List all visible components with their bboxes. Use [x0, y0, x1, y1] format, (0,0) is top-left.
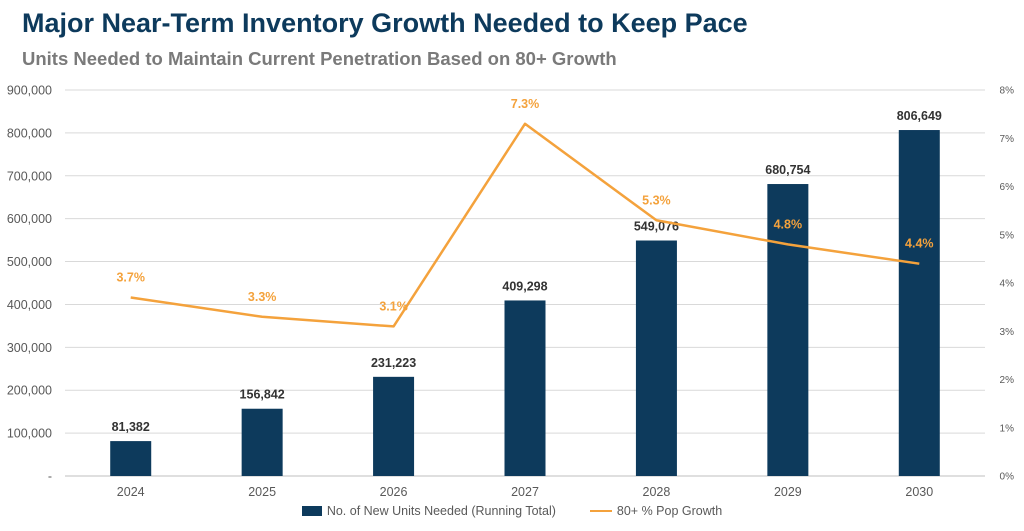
y-left-tick-label: 900,000 — [7, 84, 52, 98]
bar-data-label: 231,223 — [371, 356, 416, 370]
bar — [373, 376, 415, 476]
legend-swatch-bar — [301, 506, 322, 516]
bar — [241, 408, 283, 476]
line-data-label: 4.8% — [774, 217, 803, 231]
y-axis-right: 0% 1% 2% 3% 4% 5% 6% 7% 8% — [1000, 86, 1015, 483]
y-left-tick-label: 500,000 — [7, 255, 52, 269]
y-right-tick-label: 2% — [1000, 375, 1015, 386]
chart-title: Major Near-Term Inventory Growth Needed … — [22, 8, 748, 38]
legend-label-pop-growth: 80+ % Pop Growth — [616, 504, 723, 518]
y-left-tick-label: 400,000 — [7, 298, 52, 312]
y-left-tick-label: 800,000 — [7, 126, 52, 140]
x-tick-label: 2026 — [380, 485, 408, 499]
x-tick-label: 2030 — [905, 485, 933, 499]
y-right-tick-label: 1% — [1000, 423, 1015, 434]
y-left-tick-label: 100,000 — [7, 427, 52, 441]
line-data-label: 7.3% — [511, 97, 540, 111]
line-data-label: 3.1% — [379, 299, 408, 313]
bar — [767, 184, 809, 477]
bar — [110, 441, 152, 476]
line-data-label: 3.3% — [248, 290, 277, 304]
bar-data-label: 806,649 — [897, 109, 942, 123]
x-axis: 2024 2025 2026 2027 2028 2029 2030 — [117, 485, 933, 499]
y-left-tick-label: 300,000 — [7, 341, 52, 355]
legend-swatch-line — [589, 509, 612, 513]
bar — [898, 130, 940, 476]
legend: No. of New Units Needed (Running Total) … — [0, 504, 1024, 518]
y-right-tick-label: 3% — [1000, 327, 1015, 338]
y-axis-left: - 100,000 200,000 300,000 400,000 500,000 600,… — [7, 84, 52, 484]
x-tick-label: 2025 — [248, 485, 276, 499]
x-tick-label: 2029 — [774, 485, 802, 499]
y-left-tick-label: 600,000 — [7, 212, 52, 226]
line-series — [130, 122, 920, 328]
y-left-tick-label: 700,000 — [7, 169, 52, 183]
legend-label-units: No. of New Units Needed (Running Total) — [326, 504, 556, 518]
bar-series — [110, 130, 940, 477]
line-data-label: 5.3% — [642, 193, 671, 207]
bar-data-label: 549,076 — [634, 220, 679, 234]
y-right-tick-label: 0% — [1000, 472, 1015, 483]
legend-item-units: No. of New Units Needed (Running Total) — [301, 504, 556, 518]
y-left-tick-label: - — [48, 470, 52, 484]
y-left-tick-label: 200,000 — [7, 384, 52, 398]
y-right-tick-label: 8% — [1000, 86, 1015, 97]
y-right-tick-label: 5% — [1000, 230, 1015, 241]
bar — [635, 240, 677, 476]
y-right-tick-label: 7% — [1000, 134, 1015, 145]
y-right-tick-label: 6% — [1000, 182, 1015, 193]
bar-data-label: 680,754 — [765, 163, 810, 177]
bar-data-label: 409,298 — [502, 279, 547, 293]
bar — [504, 300, 546, 476]
chart-subtitle: Units Needed to Maintain Current Penetra… — [22, 48, 617, 69]
x-tick-label: 2024 — [117, 485, 145, 499]
bar-data-label: 81,382 — [112, 420, 150, 434]
x-tick-label: 2028 — [643, 485, 671, 499]
bar-data-labels: 81,382 156,842 231,223 409,298 549,076 680,75… — [112, 109, 942, 434]
line-data-labels: 3.7% 3.3% 3.1% 7.3% 5.3% 4.8% 4.4% — [116, 97, 933, 314]
x-tick-label: 2027 — [511, 485, 539, 499]
legend-item-pop-growth: 80+ % Pop Growth — [589, 504, 723, 518]
bar-data-label: 156,842 — [240, 388, 285, 402]
line-data-label: 4.4% — [905, 237, 934, 251]
line-data-label: 3.7% — [116, 270, 145, 284]
y-right-tick-label: 4% — [1000, 279, 1015, 290]
